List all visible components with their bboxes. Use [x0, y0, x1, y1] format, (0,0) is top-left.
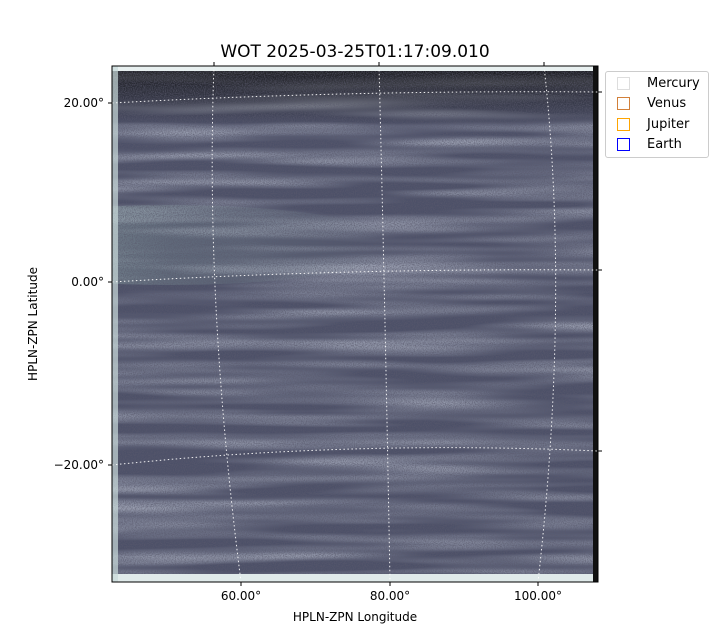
legend-label: Venus	[647, 95, 687, 111]
x-axis-label: HPLN-ZPN Longitude	[293, 610, 417, 624]
legend-item-earth: Earth	[617, 136, 682, 152]
legend-swatch	[617, 96, 630, 110]
legend-swatch	[617, 137, 630, 151]
legend-label: Jupiter	[647, 116, 690, 132]
x-tick-label: 100.00°	[514, 589, 562, 603]
grid-lat-0	[111, 269, 599, 283]
legend-swatch	[617, 117, 630, 131]
legend-swatch	[617, 76, 630, 90]
grid-lines	[111, 65, 599, 583]
x-tick-label: 60.00°	[221, 589, 261, 603]
image-data	[112, 66, 598, 582]
y-tick-label: 0.00°	[71, 275, 104, 289]
legend-item-jupiter: Jupiter	[617, 116, 689, 132]
grid-lon-60	[211, 65, 242, 583]
grid-lat-20	[111, 91, 599, 104]
chart-title: WOT 2025-03-25T01:17:09.010	[220, 42, 489, 62]
legend-label: Mercury	[647, 75, 700, 91]
legend-label: Earth	[647, 136, 682, 152]
grid-lon-80	[378, 65, 391, 583]
y-tick-label: −20.00°	[54, 458, 104, 472]
legend-item-venus: Venus	[617, 95, 686, 111]
axes-frame	[111, 65, 599, 583]
y-axis-label: HPLN-ZPN Latitude	[26, 267, 40, 381]
tick-marks	[108, 62, 602, 586]
y-tick-label: 20.00°	[64, 96, 104, 110]
legend: Mercury Venus Jupiter Earth	[605, 71, 709, 158]
grid-lon-100	[537, 65, 557, 583]
grid-lat-minus20	[111, 447, 599, 466]
x-tick-label: 80.00°	[370, 589, 410, 603]
legend-item-mercury: Mercury	[617, 75, 700, 91]
